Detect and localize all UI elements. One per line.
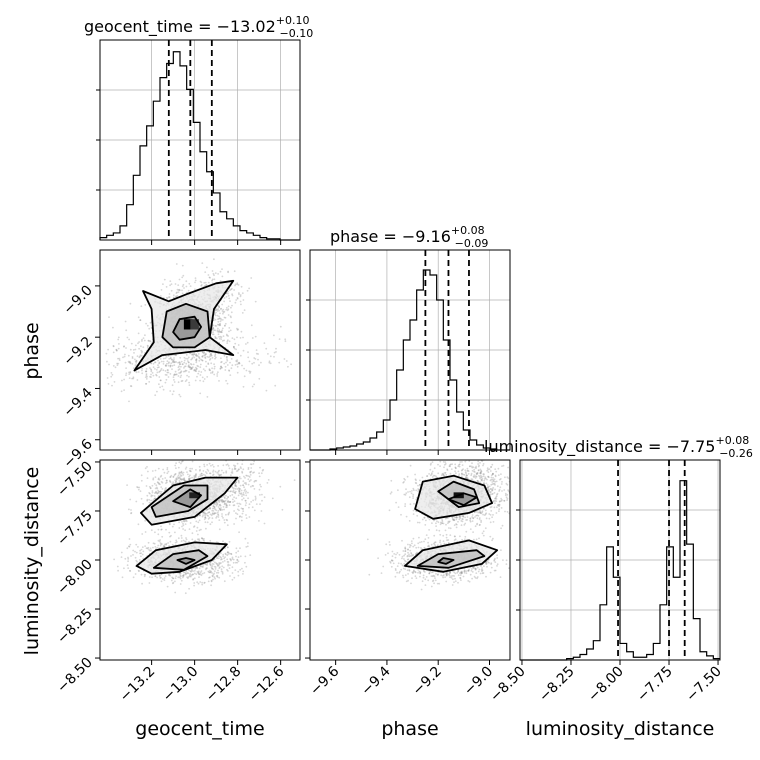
x-tick-label: −13.2 <box>117 664 159 706</box>
y-tick-label: −8.00 <box>54 557 96 599</box>
density-peak <box>190 319 199 330</box>
phase-hist-panel <box>306 249 511 455</box>
x-tick-label: −8.50 <box>487 664 529 706</box>
contour-line <box>176 557 196 565</box>
x-axis-label-geocent-time: geocent_time <box>135 718 264 740</box>
luminosity-distance-title: luminosity_distance = −7.75+0.08 −0.26 <box>484 434 753 460</box>
luminosity-distance-hist-panel: −8.50 −8.25 −8.00 −7.75 −7.50 <box>487 459 725 706</box>
contour-line <box>404 539 499 573</box>
histogram-step <box>520 480 720 661</box>
density-peak <box>183 319 193 330</box>
y-tick-label: −8.25 <box>54 606 96 648</box>
contour-line <box>414 474 493 520</box>
panel-frame <box>309 249 511 451</box>
x-tick-label: −9.2 <box>410 664 445 699</box>
luminosity-distance-vs-phase-panel: −9.6 −9.4 −9.2 −9.0 <box>305 459 511 699</box>
contour-line <box>437 557 455 565</box>
x-axis-label-phase: phase <box>381 718 438 740</box>
contour-line <box>150 484 209 518</box>
contour-line <box>161 302 211 349</box>
contour-line <box>140 476 239 526</box>
x-tick-label: −7.50 <box>683 664 725 706</box>
x-tick-label: −12.6 <box>246 663 288 705</box>
y-tick-label: −7.75 <box>54 507 96 549</box>
x-tick-label: −7.75 <box>634 664 676 706</box>
contour-line <box>437 480 481 508</box>
contour-line <box>152 549 209 571</box>
y-axis-label-luminosity-distance: luminosity_distance <box>21 467 43 656</box>
contour-line <box>135 541 228 575</box>
x-tick-label: −9.6 <box>307 663 342 698</box>
y-tick-label: −9.2 <box>60 334 95 369</box>
histogram-step <box>99 51 300 241</box>
contour-line <box>133 279 235 372</box>
panel-frame <box>99 249 301 451</box>
x-tick-label: −8.25 <box>536 664 578 706</box>
y-tick-label: −8.50 <box>54 655 96 697</box>
phase-title: phase = −9.16+0.08 −0.09 <box>330 224 488 250</box>
density-fill <box>448 493 477 506</box>
luminosity-distance-vs-geocent-time-panel: −13.2 −13.0 −12.8 −12.6−7.50−7.75−8.00−8.25… <box>54 458 301 706</box>
x-axis-label-luminosity-distance: luminosity_distance <box>526 718 715 740</box>
x-tick-label: −13.0 <box>160 664 202 706</box>
geocent-time-title: geocent_time = −13.02+0.10 −0.10 <box>84 14 313 40</box>
plot-area <box>113 460 296 595</box>
panel-frame <box>99 39 301 241</box>
contour-line <box>172 315 202 341</box>
y-tick-label: −9.0 <box>60 282 95 317</box>
contour-line <box>172 488 202 508</box>
x-tick-label: −12.8 <box>203 664 245 706</box>
contour-line <box>416 549 486 569</box>
plot-area <box>366 460 510 591</box>
y-tick-label: −9.4 <box>60 385 95 420</box>
x-tick-label: −8.00 <box>585 664 627 706</box>
geocent-time-hist-panel <box>96 39 301 245</box>
y-axis-label-phase: phase <box>21 322 43 379</box>
plot-area <box>100 258 292 403</box>
phase-vs-geocent-time-panel: −9.0−9.2−9.4−9.6 <box>60 249 301 472</box>
histogram-step <box>310 269 510 451</box>
density-peak <box>189 492 200 499</box>
x-tick-label: −9.4 <box>358 663 393 698</box>
